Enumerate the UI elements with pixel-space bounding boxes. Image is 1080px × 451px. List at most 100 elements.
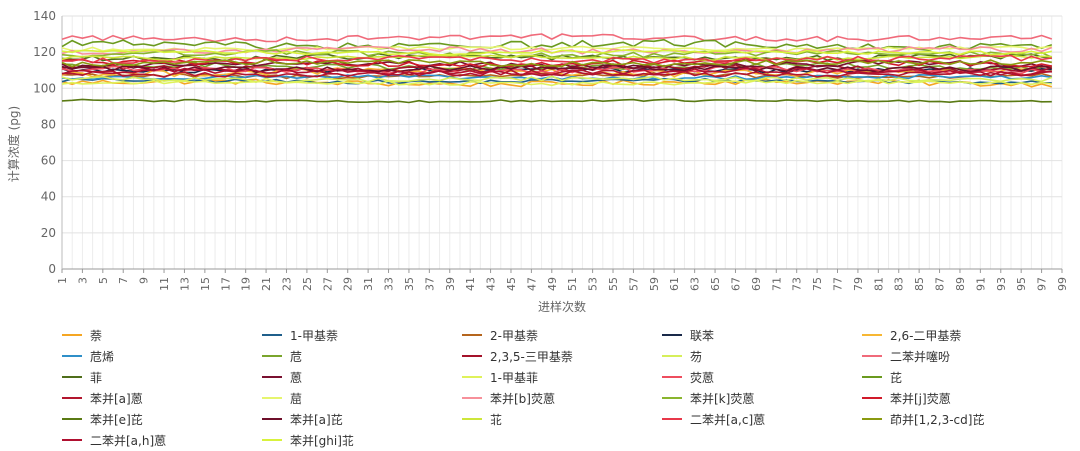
- legend-item[interactable]: 苯并[a]蒽: [62, 389, 143, 407]
- legend-swatch: [262, 334, 282, 336]
- x-tick-label: 57: [627, 277, 640, 291]
- series-line: [61, 54, 1052, 61]
- legend-swatch: [462, 355, 482, 357]
- legend-swatch: [262, 376, 282, 378]
- y-axis-title: 计算浓度 (pg): [6, 106, 21, 182]
- x-tick-label: 43: [485, 277, 498, 291]
- legend-item[interactable]: 苯并[k]荧蒽: [662, 389, 754, 407]
- legend-item[interactable]: 2,6-二甲基萘: [862, 326, 961, 344]
- legend-item[interactable]: 䓛: [262, 389, 302, 407]
- legend-swatch: [862, 334, 882, 336]
- x-tick-label: 11: [158, 277, 171, 291]
- x-tick-label: 33: [383, 277, 396, 291]
- x-tick-label: 71: [770, 277, 783, 291]
- legend-label: 萘: [90, 328, 103, 343]
- legend-item[interactable]: 荧蒽: [662, 368, 714, 386]
- x-tick-label: 17: [219, 277, 232, 291]
- legend-label: 1-甲基萘: [290, 328, 338, 343]
- legend-swatch: [462, 376, 482, 378]
- legend-swatch: [62, 376, 82, 378]
- legend-item[interactable]: 二苯并[a,h]蒽: [62, 431, 166, 449]
- x-tick-label: 61: [668, 277, 681, 291]
- legend-swatch: [62, 334, 82, 336]
- legend-item[interactable]: 苊: [262, 347, 302, 365]
- legend-item[interactable]: 苯并[b]荧蒽: [462, 389, 555, 407]
- legend-swatch: [62, 397, 82, 399]
- legend-item[interactable]: 苯并[e]芘: [62, 410, 143, 428]
- x-tick-label: 55: [607, 277, 620, 291]
- legend-label: 2,3,5-三甲基萘: [490, 349, 573, 364]
- series-line: [61, 45, 1052, 52]
- legend-item[interactable]: 苊烯: [62, 347, 114, 365]
- legend-label: 1-甲基菲: [490, 370, 538, 385]
- legend-item[interactable]: 2,3,5-三甲基萘: [462, 347, 573, 365]
- legend-item[interactable]: 蒽: [262, 368, 302, 386]
- legend-swatch: [62, 439, 82, 441]
- legend-item[interactable]: 芘: [862, 368, 902, 386]
- x-tick-label: 53: [587, 277, 600, 291]
- x-tick-label: 73: [791, 277, 804, 291]
- legend-item[interactable]: 菲: [62, 368, 102, 386]
- legend-item[interactable]: 苯并[a]芘: [262, 410, 343, 428]
- legend-label: 二苯并[a,h]蒽: [90, 433, 167, 448]
- legend-label: 䓛: [290, 391, 303, 406]
- x-tick-label: 69: [750, 277, 763, 291]
- x-tick-label: 25: [301, 277, 314, 291]
- x-tick-label: 93: [995, 277, 1008, 291]
- x-tick-label: 13: [178, 277, 191, 291]
- series-line: [61, 49, 1053, 59]
- x-tick-label: 75: [811, 277, 824, 291]
- legend-item[interactable]: 苯并[ghi]苝: [262, 431, 354, 449]
- legend-item[interactable]: 联苯: [662, 326, 714, 344]
- legend-label: 苯并[a]芘: [290, 412, 343, 427]
- y-tick-label: 60: [41, 154, 56, 168]
- legend-swatch: [862, 418, 882, 420]
- legend-label: 荧蒽: [690, 370, 715, 385]
- x-tick-label: 37: [423, 277, 436, 291]
- legend-item[interactable]: 1-甲基菲: [462, 368, 538, 386]
- legend-item[interactable]: 苯并[j]荧蒽: [862, 389, 951, 407]
- y-tick-label: 140: [33, 9, 56, 23]
- y-tick-label: 0: [48, 262, 56, 276]
- series-line: [61, 49, 1052, 56]
- x-tick-label: 97: [1036, 277, 1049, 291]
- x-tick-label: 9: [138, 277, 151, 284]
- legend-label: 芘: [890, 370, 903, 385]
- legend-label: 苯并[ghi]苝: [290, 433, 354, 448]
- legend-label: 茚并[1,2,3-cd]芘: [890, 412, 985, 427]
- legend-swatch: [662, 418, 682, 420]
- legend-item[interactable]: 2-甲基萘: [462, 326, 538, 344]
- legend-label: 苊: [290, 349, 303, 364]
- series-line: [61, 98, 1052, 104]
- legend-swatch: [662, 355, 682, 357]
- legend-item[interactable]: 茚并[1,2,3-cd]芘: [862, 410, 984, 428]
- legend-label: 菲: [90, 370, 103, 385]
- legend-label: 苯并[a]蒽: [90, 391, 143, 406]
- legend-swatch: [62, 355, 82, 357]
- x-axis-title: 进样次数: [538, 299, 586, 314]
- legend-item[interactable]: 二苯并噻吩: [862, 347, 950, 365]
- x-tick-label: 29: [342, 277, 355, 291]
- legend-label: 联苯: [690, 328, 715, 343]
- legend-item[interactable]: 苝: [462, 410, 502, 428]
- legend-item[interactable]: 芴: [662, 347, 702, 365]
- x-tick-label: 15: [199, 277, 212, 291]
- legend-item[interactable]: 萘: [62, 326, 102, 344]
- x-tick-label: 3: [76, 277, 89, 284]
- x-tick-label: 95: [1015, 277, 1028, 291]
- legend-item[interactable]: 二苯并[a,c]蒽: [662, 410, 765, 428]
- legend-swatch: [62, 418, 82, 420]
- legend-item[interactable]: 1-甲基萘: [262, 326, 338, 344]
- y-tick-label: 120: [33, 45, 56, 59]
- x-tick-label: 47: [525, 277, 538, 291]
- grid: [61, 15, 1063, 270]
- x-tick-label: 81: [872, 277, 885, 291]
- legend-label: 苝: [490, 412, 503, 427]
- series-line: [61, 75, 1053, 84]
- series-line: [61, 58, 1052, 68]
- x-tick-label: 89: [954, 277, 967, 291]
- x-tick-label: 83: [893, 277, 906, 291]
